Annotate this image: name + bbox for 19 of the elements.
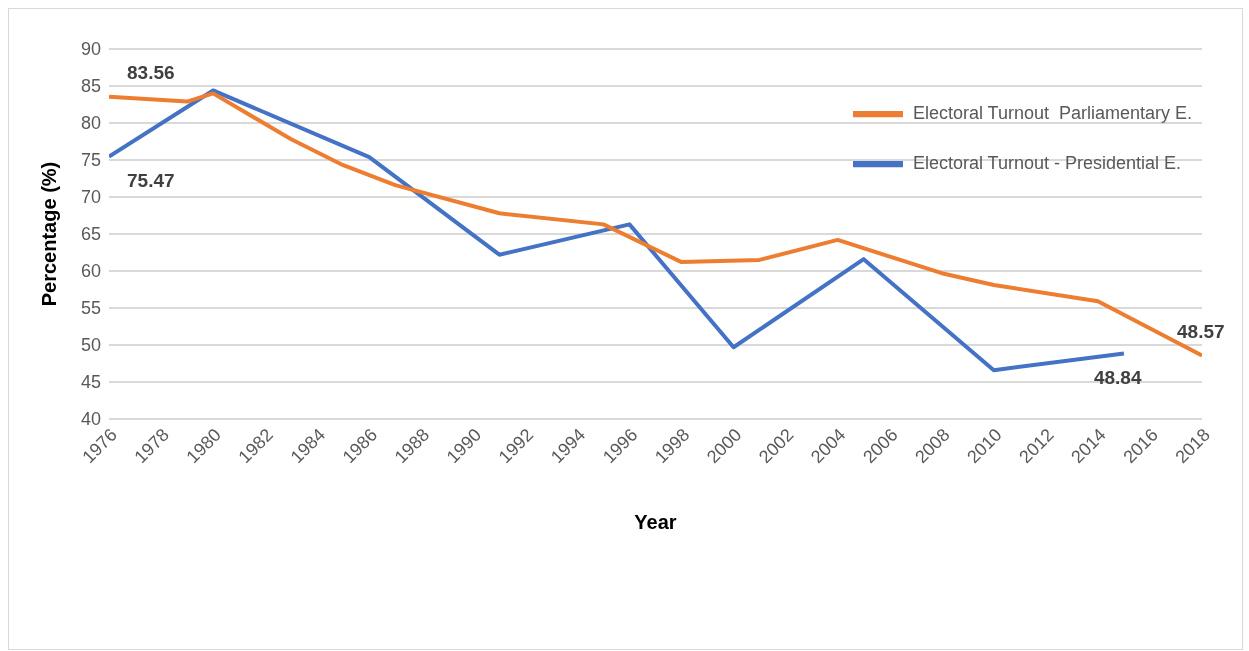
y-tick-label: 45 bbox=[80, 372, 101, 393]
data-label: 83.56 bbox=[127, 61, 175, 83]
y-axis-title: Percentage (%) bbox=[38, 161, 61, 307]
legend-label: Electoral Turnout Parliamentary E. bbox=[912, 102, 1192, 123]
data-label: 48.57 bbox=[1177, 320, 1225, 342]
y-tick-label: 65 bbox=[80, 224, 101, 245]
y-tick-label: 90 bbox=[80, 39, 101, 60]
y-tick-label: 80 bbox=[80, 113, 101, 134]
y-tick-label: 60 bbox=[80, 261, 101, 282]
data-label: 48.84 bbox=[1093, 366, 1142, 388]
y-tick-label: 75 bbox=[80, 150, 101, 171]
y-tick-label: 55 bbox=[80, 298, 101, 319]
y-tick-label: 85 bbox=[80, 76, 101, 97]
legend-label: Electoral Turnout - Presidential E. bbox=[912, 152, 1182, 173]
x-axis-title: Year bbox=[634, 511, 677, 533]
data-label: 75.47 bbox=[127, 169, 175, 191]
y-tick-label: 50 bbox=[80, 335, 101, 356]
y-tick-label: 40 bbox=[80, 409, 101, 430]
y-tick-label: 70 bbox=[80, 187, 101, 208]
